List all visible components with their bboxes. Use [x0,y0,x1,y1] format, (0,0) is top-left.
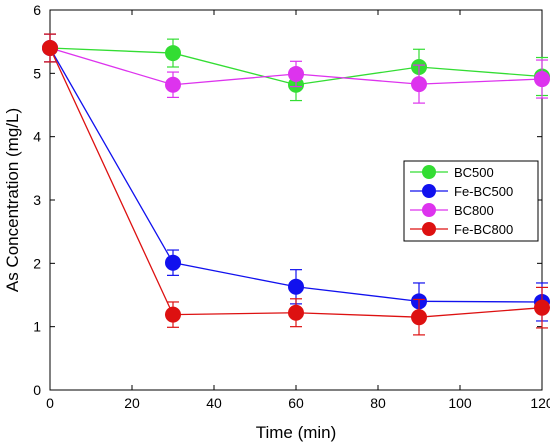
data-point [288,278,304,295]
x-tick-label: 100 [448,395,472,411]
legend-label: Fe-BC500 [454,184,513,199]
legend-marker [422,203,436,217]
data-point [165,306,181,323]
x-tick-label: 120 [530,395,550,411]
y-tick-label: 0 [33,382,41,398]
legend-label: BC500 [454,165,494,180]
data-point [42,40,58,56]
y-tick-label: 5 [33,65,41,81]
data-point [165,45,181,62]
series-markers-bc800 [42,33,550,104]
y-tick-label: 6 [33,2,41,18]
y-tick-label: 1 [33,319,41,335]
legend-marker [422,165,436,179]
data-point [534,299,550,316]
x-axis-title: Time (min) [256,423,337,442]
x-tick-label: 60 [288,395,304,411]
data-point [165,76,181,93]
legend: BC500 Fe-BC500 BC800 Fe-BC800 [403,160,539,242]
legend-label: Fe-BC800 [454,222,513,237]
x-tick-label: 0 [46,395,54,411]
series-markers-fe-bc800 [42,33,550,336]
data-point [411,309,427,326]
y-tick-label: 2 [33,255,41,271]
data-point [288,65,304,82]
y-axis-title: As Concentration (mg/L) [3,108,22,292]
axes: 0 20 40 60 80 100 120 0 1 2 3 4 5 6 [33,2,550,411]
data-point [165,254,181,271]
legend-marker [422,184,436,198]
y-tick-label: 4 [33,129,41,145]
x-tick-label: 20 [124,395,140,411]
x-tick-label: 40 [206,395,222,411]
data-point [534,71,550,88]
legend-label: BC800 [454,203,494,218]
data-point [288,304,304,321]
data-point [411,76,427,93]
series-layer [42,33,550,336]
x-tick-label: 80 [370,395,386,411]
y-tick-label: 3 [33,192,41,208]
legend-marker [422,222,436,236]
